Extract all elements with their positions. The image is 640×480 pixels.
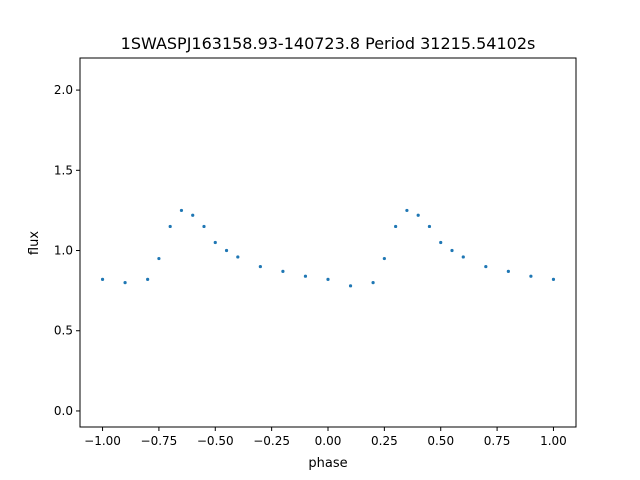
chart-title: 1SWASPJ163158.93-140723.8 Period 31215.5… xyxy=(121,34,536,53)
data-points xyxy=(100,208,556,288)
y-axis-ticks: 0.0 0.5 1.0 1.5 2.0 xyxy=(54,83,80,418)
x-tick-label: 0.25 xyxy=(371,434,398,448)
scatter-point xyxy=(100,277,105,281)
x-tick-label: −0.50 xyxy=(197,434,234,448)
scatter-point xyxy=(439,240,443,245)
scatter-point xyxy=(168,224,172,229)
scatter-point xyxy=(427,224,432,229)
scatter-point xyxy=(191,213,195,217)
scatter-point xyxy=(258,264,262,269)
x-tick-label: −0.25 xyxy=(253,434,290,448)
scatter-point xyxy=(405,208,409,213)
scatter-point xyxy=(157,256,161,261)
y-tick-label: 2.0 xyxy=(54,83,73,97)
scatter-point xyxy=(529,274,533,278)
scatter-point xyxy=(236,255,240,259)
scatter-point xyxy=(281,269,285,273)
scatter-point xyxy=(394,224,398,229)
x-tick-label: −1.00 xyxy=(84,434,121,448)
scatter-point xyxy=(326,277,330,281)
scatter-point xyxy=(551,277,556,281)
x-axis-ticks: −1.00 −0.75 −0.50 −0.25 0.00 0.25 0.50 0.75 1.00 xyxy=(84,427,567,448)
y-tick-label: 0.5 xyxy=(54,324,73,338)
y-tick-label: 1.5 xyxy=(54,163,73,177)
scatter-point xyxy=(224,248,229,253)
x-tick-label: −0.75 xyxy=(141,434,178,448)
scatter-point xyxy=(450,248,454,253)
scatter-point xyxy=(416,213,420,217)
scatter-point xyxy=(461,255,465,259)
scatter-point xyxy=(123,281,127,285)
scatter-point xyxy=(213,240,217,245)
scatter-point xyxy=(146,277,150,281)
x-tick-label: 0.00 xyxy=(315,434,342,448)
scatter-point xyxy=(382,256,386,261)
scatter-point xyxy=(179,208,184,213)
x-axis-label: phase xyxy=(308,456,347,471)
scatter-point xyxy=(371,281,375,285)
x-tick-label: 0.50 xyxy=(427,434,454,448)
y-tick-label: 1.0 xyxy=(54,244,73,258)
x-tick-label: 0.75 xyxy=(484,434,511,448)
x-tick-label: 1.00 xyxy=(540,434,567,448)
y-axis-label: flux xyxy=(27,231,42,255)
scatter-point xyxy=(202,224,206,229)
scatter-point xyxy=(506,269,510,273)
y-tick-label: 0.0 xyxy=(54,404,73,418)
scatter-point xyxy=(348,284,353,288)
scatter-point xyxy=(303,274,308,278)
scatter-point xyxy=(484,264,488,269)
